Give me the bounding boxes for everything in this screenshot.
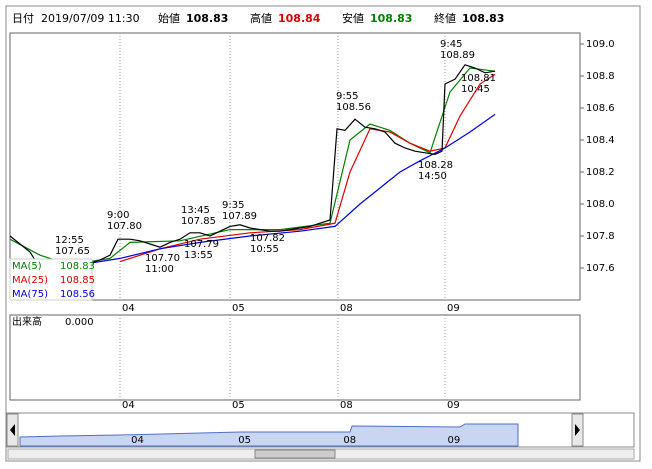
price-line: [9, 64, 496, 269]
legend-name: MA(75): [12, 289, 48, 300]
open-label: 始値: [158, 11, 180, 25]
annotation: 107.82: [250, 233, 285, 244]
annotation: 12:55: [55, 235, 84, 246]
legend-box: [9, 258, 93, 301]
y-tick-label: 108.2: [586, 167, 615, 178]
y-tick-label: 108.0: [586, 199, 615, 210]
x-tick-label: 04: [122, 303, 135, 314]
annotation: 108.56: [336, 102, 371, 113]
frame: [5, 5, 641, 462]
legend-value: 108.85: [60, 275, 95, 286]
x-tick-label: 04: [131, 435, 144, 446]
annotation: 9:00: [107, 210, 129, 221]
high: 108.84: [278, 12, 321, 25]
close: 108.83: [462, 12, 504, 25]
annotation: 108.89: [440, 50, 475, 61]
volume-value: 0.000: [65, 317, 94, 328]
scroll-thumb[interactable]: [254, 449, 336, 459]
x-tick-label: 09: [447, 400, 460, 411]
annotation: 9:45: [440, 39, 462, 50]
legend-value: 108.83: [60, 261, 95, 272]
low: 108.83: [370, 12, 412, 25]
header: 日付 2019/07/09 11:30 始値 108.83 高値 108.84 …: [12, 11, 504, 25]
y-tick-label: 108.6: [586, 103, 615, 114]
high-label: 高値: [250, 11, 272, 25]
date: 2019/07/09 11:30: [41, 12, 140, 25]
annotation: 11:00: [145, 264, 174, 275]
y-tick-label: 108.8: [586, 71, 615, 82]
navigator[interactable]: 04 05 08 09: [5, 412, 635, 460]
annotation: 13:55: [184, 250, 213, 261]
x-tick-label: 08: [340, 400, 353, 411]
volume-label: 出来高: [12, 315, 42, 328]
ma-line: [39, 113, 496, 269]
annotation: 107.80: [107, 221, 142, 232]
x-tick-label: 08: [343, 435, 356, 446]
annotation: 107.70: [145, 253, 180, 264]
y-tick-label: 108.4: [586, 135, 615, 146]
x-tick-label: 08: [340, 303, 353, 314]
annotation: 107.89: [222, 211, 257, 222]
x-tick-label: 09: [447, 303, 460, 314]
x-tick-label: 05: [238, 435, 251, 446]
annotation: 9:55: [336, 91, 358, 102]
annotation: 107.85: [181, 216, 216, 227]
legend-name: MA(5): [12, 261, 42, 272]
annotation: 107.79: [184, 239, 219, 250]
legend-name: MA(25): [12, 275, 48, 286]
x-tick-label: 09: [448, 435, 461, 446]
date-label: 日付: [12, 12, 34, 25]
annotation: 108.81: [461, 73, 496, 84]
low-label: 安値: [342, 11, 364, 25]
open: 108.83: [186, 12, 228, 25]
arrow-icon: [575, 424, 580, 436]
legend-value: 108.56: [60, 289, 95, 300]
annotation: 14:50: [418, 171, 447, 182]
annotation: 10:45: [461, 84, 490, 95]
annotation: 107.65: [55, 246, 90, 257]
navigator-area: [19, 423, 519, 447]
annotation: 9:35: [222, 200, 244, 211]
y-tick-label: 107.8: [586, 231, 615, 242]
y-tick-label: 107.6: [586, 263, 615, 274]
x-tick-label: 04: [122, 400, 135, 411]
ma-line: [119, 73, 496, 263]
y-tick-label: 109.0: [586, 39, 615, 50]
annotation: 13:45: [181, 205, 210, 216]
x-tick-label: 05: [232, 303, 245, 314]
arrow-icon: [10, 424, 15, 436]
volume-plot: [9, 314, 581, 401]
x-tick-label: 05: [232, 400, 245, 411]
close-label: 終値: [434, 11, 456, 25]
annotation: 10:55: [250, 244, 279, 255]
annotation: 108.28: [418, 160, 453, 171]
